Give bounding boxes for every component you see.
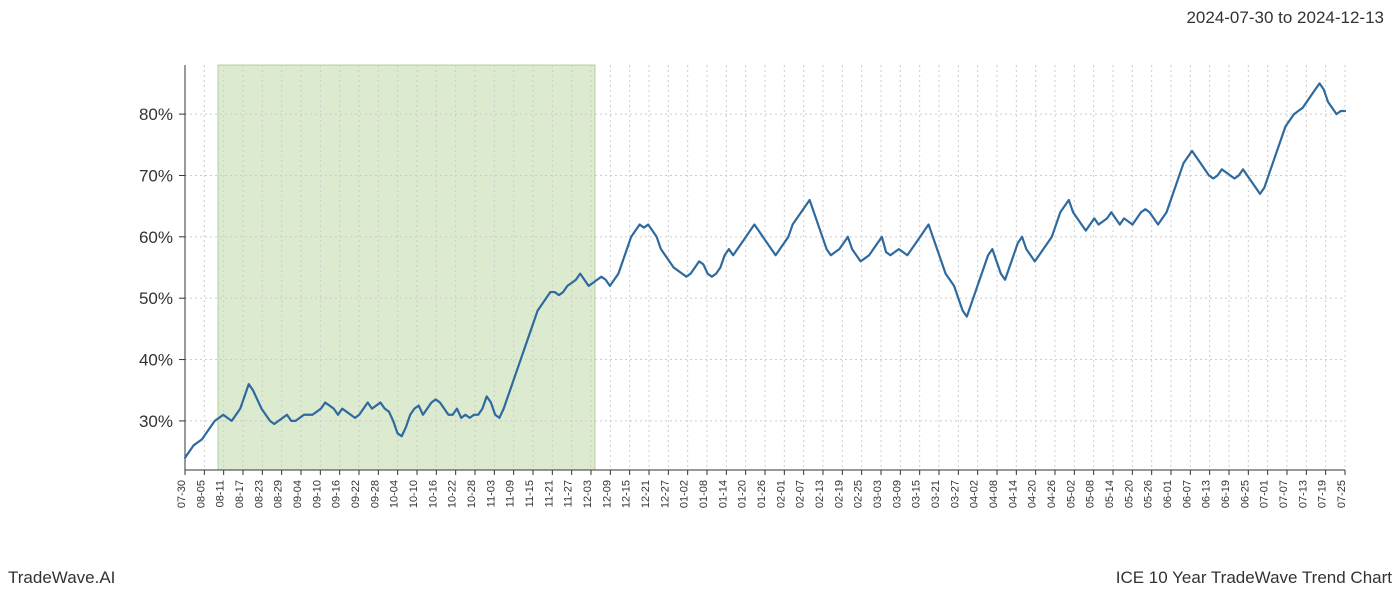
- date-range-label: 2024-07-30 to 2024-12-13: [1186, 8, 1384, 28]
- svg-text:11-09: 11-09: [505, 480, 517, 507]
- svg-text:12-21: 12-21: [640, 480, 652, 508]
- svg-text:05-14: 05-14: [1104, 480, 1116, 508]
- svg-text:10-16: 10-16: [427, 480, 439, 508]
- svg-text:09-22: 09-22: [350, 480, 362, 508]
- chart-area: 30% 40% 50% 60% 70% 80% 07-30 08-05 08-11 08-17 08…: [0, 45, 1400, 540]
- svg-text:08-29: 08-29: [273, 480, 285, 508]
- svg-text:04-26: 04-26: [1046, 480, 1058, 508]
- svg-text:10-10: 10-10: [408, 480, 420, 508]
- svg-text:60%: 60%: [139, 228, 173, 247]
- svg-text:02-01: 02-01: [775, 480, 787, 508]
- svg-text:01-08: 01-08: [698, 480, 710, 508]
- chart-title: ICE 10 Year TradeWave Trend Chart: [1116, 568, 1392, 588]
- svg-text:07-01: 07-01: [1259, 480, 1271, 508]
- svg-text:04-02: 04-02: [969, 480, 981, 508]
- svg-text:40%: 40%: [139, 351, 173, 370]
- svg-text:11-15: 11-15: [524, 480, 536, 507]
- svg-text:12-09: 12-09: [601, 480, 613, 508]
- svg-text:07-19: 07-19: [1317, 480, 1329, 508]
- svg-text:70%: 70%: [139, 166, 173, 185]
- svg-text:02-25: 02-25: [853, 480, 865, 508]
- svg-text:03-27: 03-27: [949, 480, 961, 508]
- svg-text:11-27: 11-27: [563, 480, 575, 507]
- svg-text:03-03: 03-03: [872, 480, 884, 508]
- svg-text:07-30: 07-30: [176, 480, 188, 508]
- svg-text:12-27: 12-27: [659, 480, 671, 508]
- svg-text:08-23: 08-23: [253, 480, 265, 508]
- svg-text:03-15: 03-15: [911, 480, 923, 508]
- svg-text:10-28: 10-28: [466, 480, 478, 508]
- svg-text:06-19: 06-19: [1220, 480, 1232, 508]
- svg-text:01-02: 01-02: [679, 480, 691, 508]
- svg-text:09-28: 09-28: [369, 480, 381, 508]
- svg-text:03-09: 03-09: [891, 480, 903, 508]
- svg-text:08-11: 08-11: [215, 480, 227, 507]
- svg-text:09-16: 09-16: [331, 480, 343, 508]
- svg-text:04-08: 04-08: [988, 480, 1000, 508]
- svg-text:11-03: 11-03: [485, 480, 497, 507]
- svg-text:01-20: 01-20: [737, 480, 749, 508]
- svg-text:04-14: 04-14: [1007, 480, 1019, 508]
- svg-text:05-26: 05-26: [1143, 480, 1155, 508]
- svg-text:10-22: 10-22: [447, 480, 459, 508]
- svg-text:30%: 30%: [139, 412, 173, 431]
- svg-text:02-13: 02-13: [814, 480, 826, 508]
- svg-text:07-13: 07-13: [1297, 480, 1309, 508]
- svg-text:05-08: 05-08: [1085, 480, 1097, 508]
- svg-text:01-26: 01-26: [756, 480, 768, 508]
- svg-text:09-10: 09-10: [311, 480, 323, 508]
- svg-text:12-03: 12-03: [582, 480, 594, 508]
- svg-text:06-25: 06-25: [1239, 480, 1251, 508]
- svg-text:12-15: 12-15: [621, 480, 633, 508]
- svg-text:50%: 50%: [139, 289, 173, 308]
- svg-text:03-21: 03-21: [930, 480, 942, 508]
- svg-text:11-21: 11-21: [543, 480, 555, 507]
- svg-text:04-20: 04-20: [1027, 480, 1039, 508]
- svg-text:08-17: 08-17: [234, 480, 246, 508]
- svg-text:06-07: 06-07: [1181, 480, 1193, 508]
- svg-text:10-04: 10-04: [389, 480, 401, 508]
- svg-text:07-25: 07-25: [1336, 480, 1348, 508]
- svg-text:02-19: 02-19: [833, 480, 845, 508]
- svg-text:07-07: 07-07: [1278, 480, 1290, 508]
- svg-text:06-13: 06-13: [1201, 480, 1213, 508]
- svg-text:02-07: 02-07: [795, 480, 807, 508]
- svg-text:05-20: 05-20: [1123, 480, 1135, 508]
- svg-text:01-14: 01-14: [717, 480, 729, 508]
- brand-label: TradeWave.AI: [8, 568, 115, 588]
- svg-text:09-04: 09-04: [292, 480, 304, 508]
- svg-text:06-01: 06-01: [1162, 480, 1174, 508]
- svg-text:08-05: 08-05: [195, 480, 207, 508]
- svg-text:05-02: 05-02: [1065, 480, 1077, 508]
- svg-text:80%: 80%: [139, 105, 173, 124]
